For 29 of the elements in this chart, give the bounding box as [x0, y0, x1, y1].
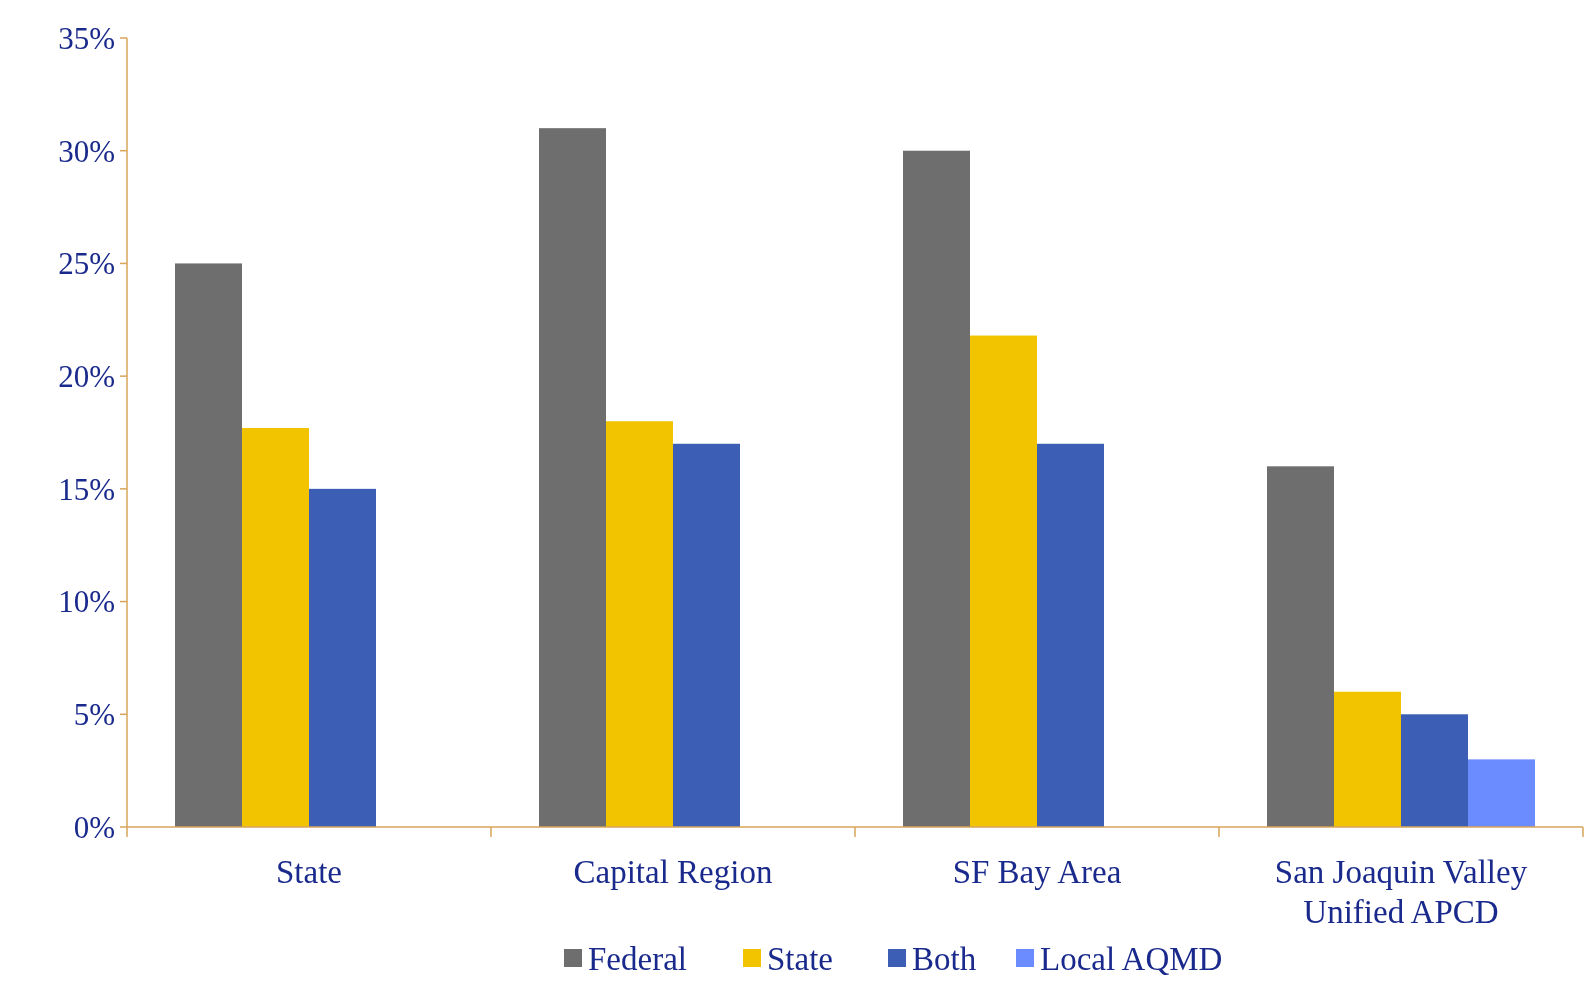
- bar: [309, 488, 376, 827]
- y-tick-label: 25%: [58, 246, 115, 282]
- y-tick-label: 0%: [73, 809, 115, 845]
- bar: [606, 421, 673, 827]
- x-tick-label: State: [276, 854, 342, 890]
- legend-label: Federal: [588, 940, 687, 977]
- x-tick-label: San Joaquin Valley Unified APCD: [1274, 854, 1528, 930]
- legend-label: Local AQMD: [1040, 940, 1223, 977]
- bar: [1037, 443, 1104, 827]
- bar: [242, 427, 309, 827]
- bar: [539, 128, 606, 827]
- legend-label: Both: [912, 940, 977, 977]
- y-tick-label: 20%: [58, 358, 115, 394]
- y-tick-label: 5%: [73, 697, 115, 733]
- bar: [175, 263, 242, 827]
- legend-label: State: [767, 940, 833, 977]
- bar: [903, 150, 970, 827]
- bar: [1334, 691, 1401, 827]
- bar: [673, 443, 740, 827]
- y-tick-label: 10%: [58, 584, 115, 620]
- y-tick-label: 30%: [58, 133, 115, 169]
- y-tick-label: 15%: [58, 471, 115, 507]
- x-tick-label: SF Bay Area: [952, 854, 1122, 890]
- bar: [1401, 714, 1468, 827]
- bar: [1267, 466, 1334, 827]
- y-tick-label: 35%: [58, 20, 115, 56]
- bar: [1468, 759, 1535, 827]
- bar: [970, 335, 1037, 827]
- x-tick-label: Capital Region: [573, 854, 773, 890]
